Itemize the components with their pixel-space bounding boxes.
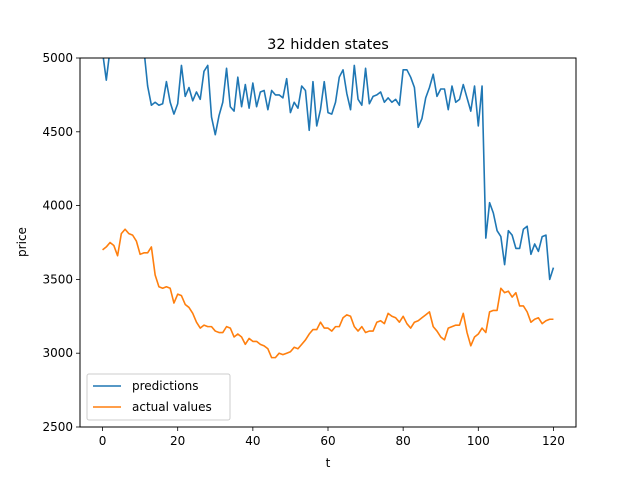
- y-tick-label: 3000: [42, 346, 73, 360]
- y-tick-label: 4000: [42, 199, 73, 213]
- legend: predictions actual values: [86, 373, 231, 421]
- y-axis-label: price: [15, 227, 29, 257]
- legend-label-predictions: predictions: [132, 379, 198, 393]
- y-tick-label: 4500: [42, 125, 73, 139]
- x-tick-label: 40: [245, 434, 260, 448]
- x-tick-label: 120: [542, 434, 565, 448]
- y-tick-label: 2500: [42, 420, 73, 434]
- x-axis: 0 20 40 60 80 100 120: [99, 427, 565, 448]
- series-line-predictions: [102, 58, 555, 281]
- chart-title: 32 hidden states: [267, 37, 389, 53]
- y-tick-label: 5000: [42, 51, 73, 65]
- x-tick-label: 100: [467, 434, 490, 448]
- x-tick-label: 0: [99, 434, 107, 448]
- y-tick-label: 3500: [42, 272, 73, 286]
- series-layer: [102, 58, 555, 359]
- x-tick-label: 80: [396, 434, 411, 448]
- y-axis: 2500 3000 3500 4000 4500 5000: [42, 51, 80, 434]
- x-tick-label: 20: [170, 434, 185, 448]
- x-axis-label: t: [326, 456, 331, 470]
- legend-label-actual-values: actual values: [132, 400, 212, 414]
- series-line-actual-values: [102, 228, 554, 359]
- legend-box: [86, 373, 231, 421]
- x-tick-label: 60: [320, 434, 335, 448]
